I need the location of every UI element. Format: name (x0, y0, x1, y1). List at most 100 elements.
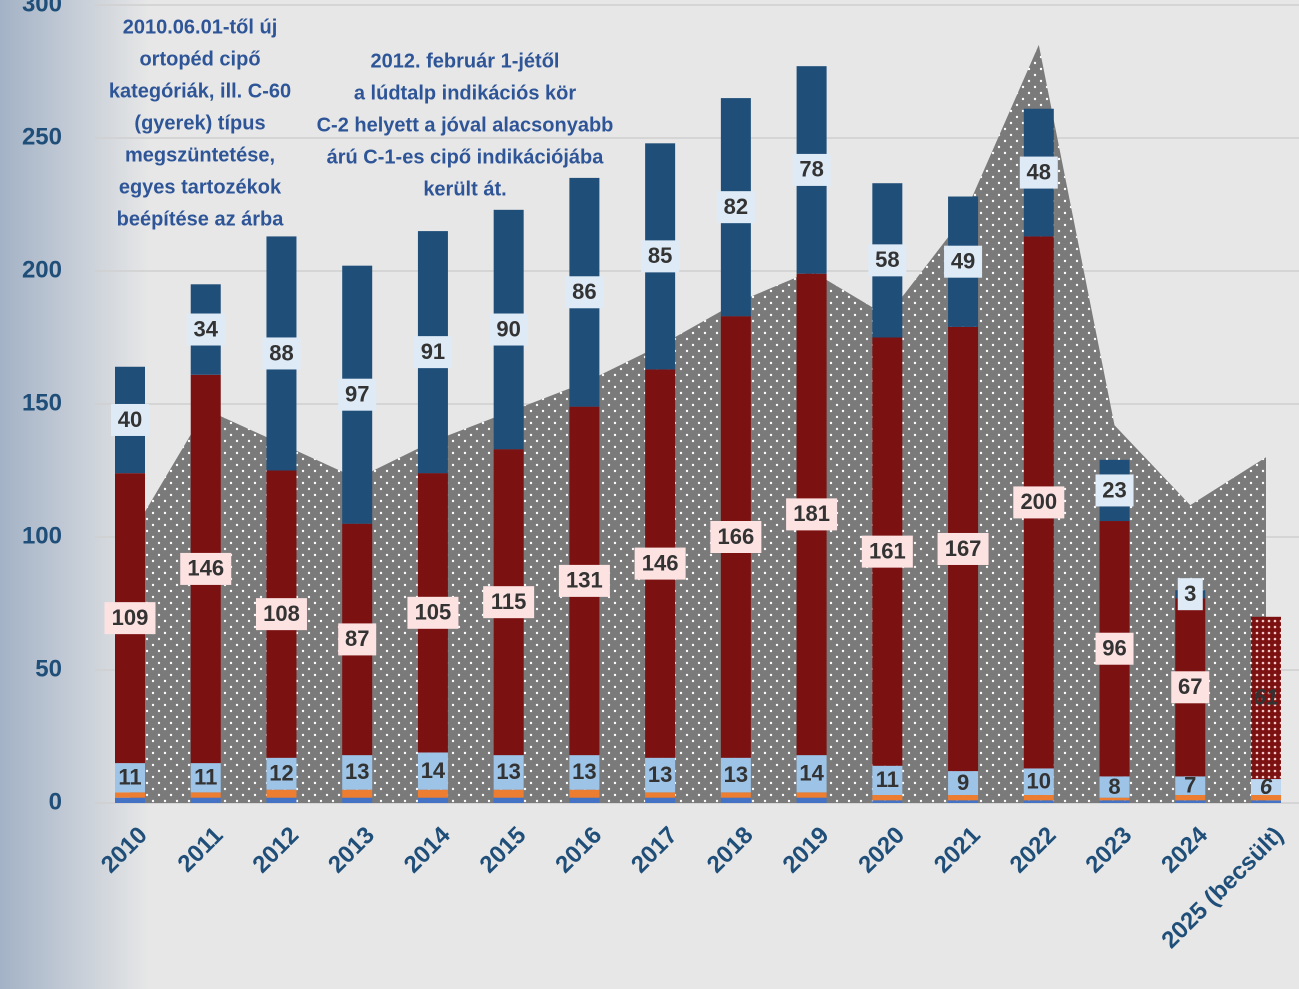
bar-segment (796, 755, 827, 793)
y-tick-label: 300 (22, 0, 62, 17)
data-label: 12 (269, 761, 293, 786)
label-box (792, 153, 831, 186)
data-label: 167 (945, 536, 982, 561)
data-label: 86 (572, 279, 596, 304)
label-box (262, 337, 301, 370)
label-box (1171, 671, 1210, 704)
data-label: 6 (1260, 774, 1273, 799)
data-label: 11 (876, 767, 899, 792)
annotation: beépítése az árba (117, 208, 285, 230)
bar-segment (1023, 795, 1054, 801)
label-box (565, 276, 604, 309)
label-box (104, 602, 156, 635)
y-tick-label: 100 (22, 522, 62, 549)
bar-segment (569, 755, 600, 790)
label-box (111, 403, 149, 436)
bar-segment (948, 795, 979, 801)
data-label: 14 (799, 761, 824, 786)
label-box (641, 240, 680, 273)
bar-segment (1251, 800, 1281, 803)
annotation: kategóriák, ill. C-60 (109, 80, 291, 102)
bar-segment (720, 797, 751, 803)
label-box (180, 552, 232, 585)
label-box (868, 244, 907, 277)
bar-segment (1251, 616, 1281, 780)
bar-segment (720, 757, 751, 793)
label-box (944, 245, 983, 278)
bar-segment (796, 797, 827, 803)
bar-segment (417, 797, 448, 803)
data-label: 13 (572, 759, 596, 784)
data-label: 10 (1027, 769, 1051, 794)
data-label: 61 (1254, 685, 1278, 710)
bar-segment (190, 797, 221, 803)
bar-segment (948, 800, 979, 803)
data-label: 88 (269, 340, 293, 365)
label-box (413, 336, 452, 369)
bar-segment (190, 763, 221, 793)
y-tick-label: 250 (22, 123, 62, 150)
data-label: 115 (491, 589, 527, 614)
bar-segment (342, 789, 373, 798)
bar-segment (115, 797, 145, 803)
data-label: 87 (345, 626, 369, 651)
label-box (1177, 578, 1203, 611)
data-label: 13 (345, 759, 369, 784)
bar-segment (342, 797, 373, 803)
label-box (716, 191, 755, 224)
bar-segment (569, 789, 600, 798)
annotation: megszüntetése, (125, 144, 275, 166)
label-box (558, 564, 610, 597)
bar-segment (872, 800, 903, 803)
bar-segment (1099, 800, 1130, 803)
data-label: 108 (263, 601, 300, 626)
data-label: 146 (642, 550, 679, 575)
data-label: 181 (793, 501, 830, 526)
y-tick-label: 50 (35, 655, 62, 682)
data-label: 11 (194, 765, 217, 790)
bar-segment (115, 763, 145, 793)
bar-segment (872, 765, 903, 796)
y-tick-label: 150 (22, 389, 62, 416)
bar-segment (417, 789, 448, 798)
label-box (255, 598, 307, 631)
label-box (1095, 632, 1134, 665)
annotation: a lúdtalp indikációs kör (354, 82, 576, 104)
bar-segment (645, 797, 676, 803)
data-label: 49 (951, 249, 975, 274)
bar-segment (948, 771, 979, 796)
label-box (937, 532, 989, 565)
data-label: 13 (648, 762, 672, 787)
data-label: 14 (421, 758, 446, 783)
bar-segment (266, 789, 297, 798)
annotation: 2010.06.01-től új (123, 16, 278, 38)
label-box (483, 586, 535, 619)
annotation: ortopéd cipő (139, 48, 260, 70)
data-label: 166 (718, 524, 755, 549)
bar-segment (266, 797, 297, 803)
label-box (786, 498, 838, 531)
data-label: 78 (799, 157, 823, 182)
annotation: egyes tartozékok (119, 176, 282, 198)
label-box (1013, 486, 1065, 519)
annotation: C-2 helyett a jóval alacsonyabb (317, 114, 614, 136)
bar-segment (493, 755, 524, 790)
bar-segment (872, 795, 903, 801)
data-label: 7 (1184, 773, 1196, 798)
data-label: 13 (724, 762, 748, 787)
label-box (489, 313, 528, 346)
bar-segment (342, 755, 373, 790)
bar-segment (1175, 795, 1206, 801)
data-label: 97 (345, 382, 369, 407)
data-label: 105 (415, 600, 452, 625)
bar-segment (720, 792, 751, 798)
annotation: 2012. február 1-jétől (371, 50, 560, 72)
bar-segment (115, 792, 145, 798)
bar-segment (645, 757, 676, 793)
data-label: 40 (118, 407, 142, 432)
data-label: 109 (112, 605, 149, 630)
data-label: 9 (957, 770, 969, 795)
data-label: 48 (1027, 159, 1051, 184)
bar-segment (1175, 800, 1206, 803)
